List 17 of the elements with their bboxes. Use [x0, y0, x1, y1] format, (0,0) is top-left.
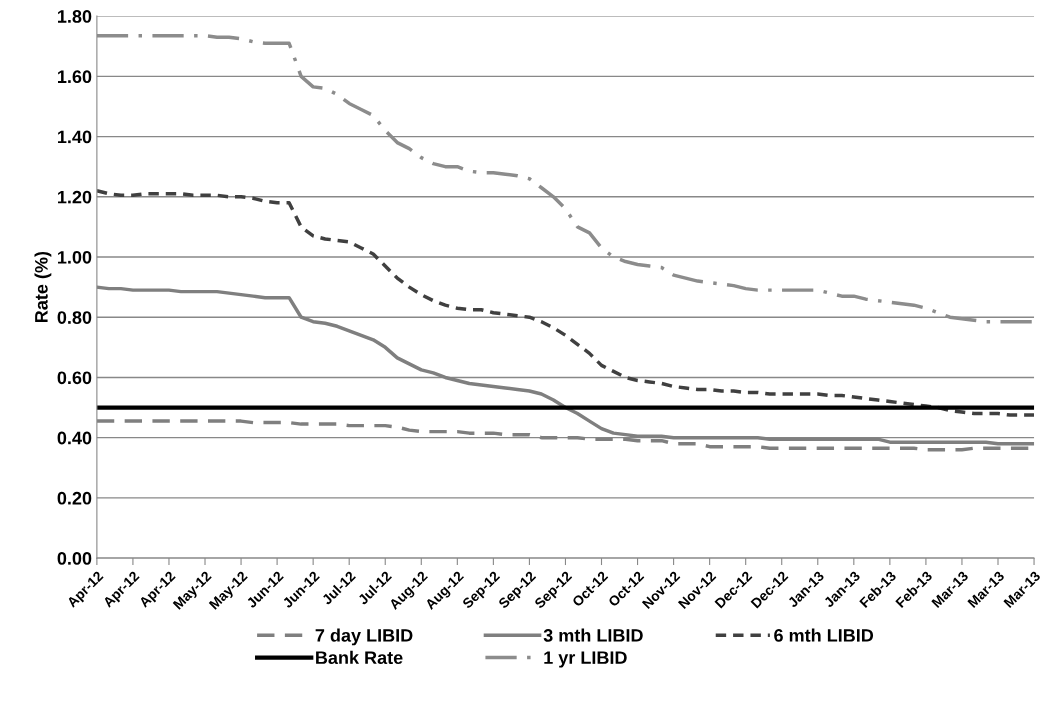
- legend-label: 3 mth LIBID: [543, 628, 643, 642]
- y-tick-label: 1.20: [58, 190, 92, 204]
- y-tick-label: 1.60: [58, 70, 92, 84]
- y-tick-label: 1.40: [58, 130, 92, 144]
- line-series: [96, 189, 1035, 417]
- y-tick-label: 0.00: [57, 552, 92, 565]
- legend-label: 7 day LIBID: [315, 628, 413, 646]
- legend-label: 6 mth LIBID: [774, 628, 874, 642]
- y-tick-label: 0.60: [57, 371, 92, 385]
- y-tick-label: 1.00: [58, 250, 92, 264]
- y-tick-label: 0.40: [57, 431, 92, 445]
- legend-label: 1 yr LIBID: [544, 651, 627, 668]
- y-tick-label: 0.20: [57, 491, 92, 505]
- legend-label: Bank Rate: [316, 650, 403, 665]
- y-tick-label: 1.80: [58, 10, 92, 23]
- y-axis-title: Rate (%): [34, 251, 52, 323]
- y-tick-label: 0.80: [57, 311, 92, 324]
